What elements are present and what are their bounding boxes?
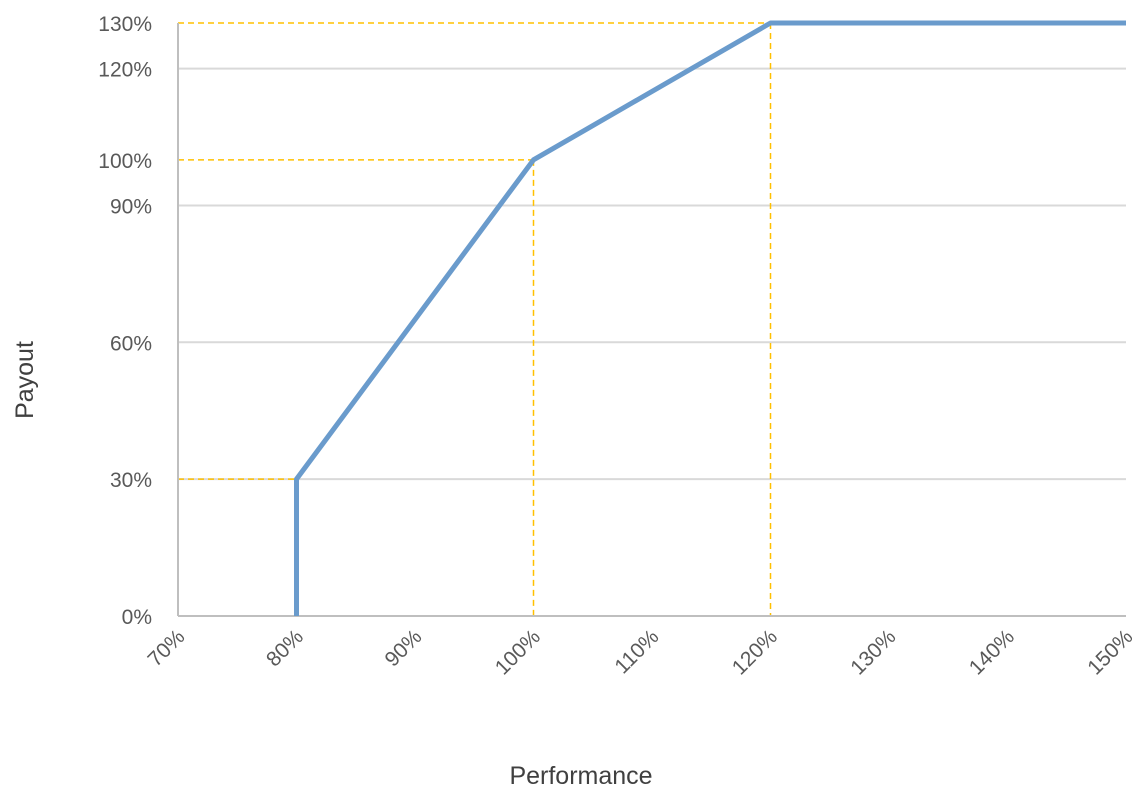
y-tick-label: 60% (110, 332, 152, 355)
y-tick-label: 90% (110, 195, 152, 218)
series-line-0 (294, 20, 1126, 616)
x-tick-label: 80% (262, 625, 308, 671)
y-tick-labels: 0% 30% 60% 90% 100% 120% 130% (98, 13, 152, 629)
x-tick-label: 110% (610, 625, 663, 678)
x-tick-label: 100% (491, 625, 545, 679)
y-tick-label: 120% (98, 59, 152, 82)
y-tick-label: 30% (110, 469, 152, 492)
x-tick-label: 70% (144, 625, 190, 671)
x-tick-label: 120% (728, 625, 782, 679)
y-tick-label: 100% (98, 150, 152, 173)
axes (177, 23, 1126, 617)
reference-lines (178, 22, 772, 616)
x-tick-label: 90% (381, 625, 427, 671)
x-tick-label: 130% (846, 625, 900, 679)
x-tick-label: 150% (1083, 625, 1132, 679)
x-tick-label: 140% (965, 625, 1019, 679)
x-axis-title: Performance (509, 762, 652, 786)
series-layer (294, 20, 1126, 616)
y-tick-label: 130% (98, 13, 152, 36)
x-tick-labels: 70% 80% 90% 100% 110% 120% 130% 140% 150% (144, 625, 1132, 679)
y-tick-label: 0% (122, 606, 152, 629)
y-axis-title: Payout (11, 341, 39, 419)
gridlines (178, 67, 1126, 481)
